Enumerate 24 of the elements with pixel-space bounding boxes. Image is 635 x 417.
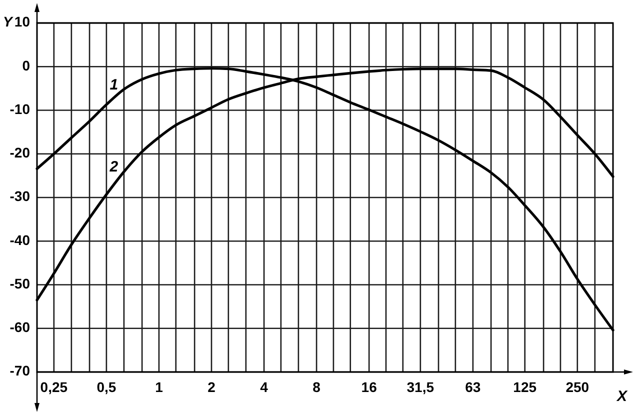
y-tick-label: -50	[10, 275, 30, 292]
y-tick-label: -40	[10, 232, 30, 248]
series-label: 1	[110, 76, 118, 94]
x-tick-label: 16	[361, 379, 378, 395]
y-axis-title: Y	[3, 14, 14, 30]
x-tick-label: 1	[155, 379, 164, 395]
x-tick-label: 0,25	[40, 379, 68, 395]
x-tick-label: 0,5	[96, 379, 116, 395]
y-tick-label: 0	[22, 57, 30, 74]
x-tick-label: 63	[465, 379, 481, 395]
x-tick-label: 250	[566, 379, 590, 395]
y-tick-label: -10	[10, 100, 30, 117]
x-tick-label: 4	[260, 379, 268, 395]
x-tick-label: 125	[513, 379, 537, 395]
y-tick-label: -60	[10, 319, 30, 336]
x-axis-title: X	[616, 388, 628, 405]
y-tick-label: 10	[14, 14, 30, 30]
y-tick-label: -70	[10, 362, 30, 379]
x-tick-label: 2	[208, 379, 216, 395]
x-tick-label: 31,5	[406, 379, 434, 395]
x-tick-label: 8	[312, 379, 321, 395]
series-label: 2	[108, 158, 119, 176]
y-tick-label: -20	[10, 144, 30, 161]
y-tick-label: -30	[10, 188, 30, 204]
